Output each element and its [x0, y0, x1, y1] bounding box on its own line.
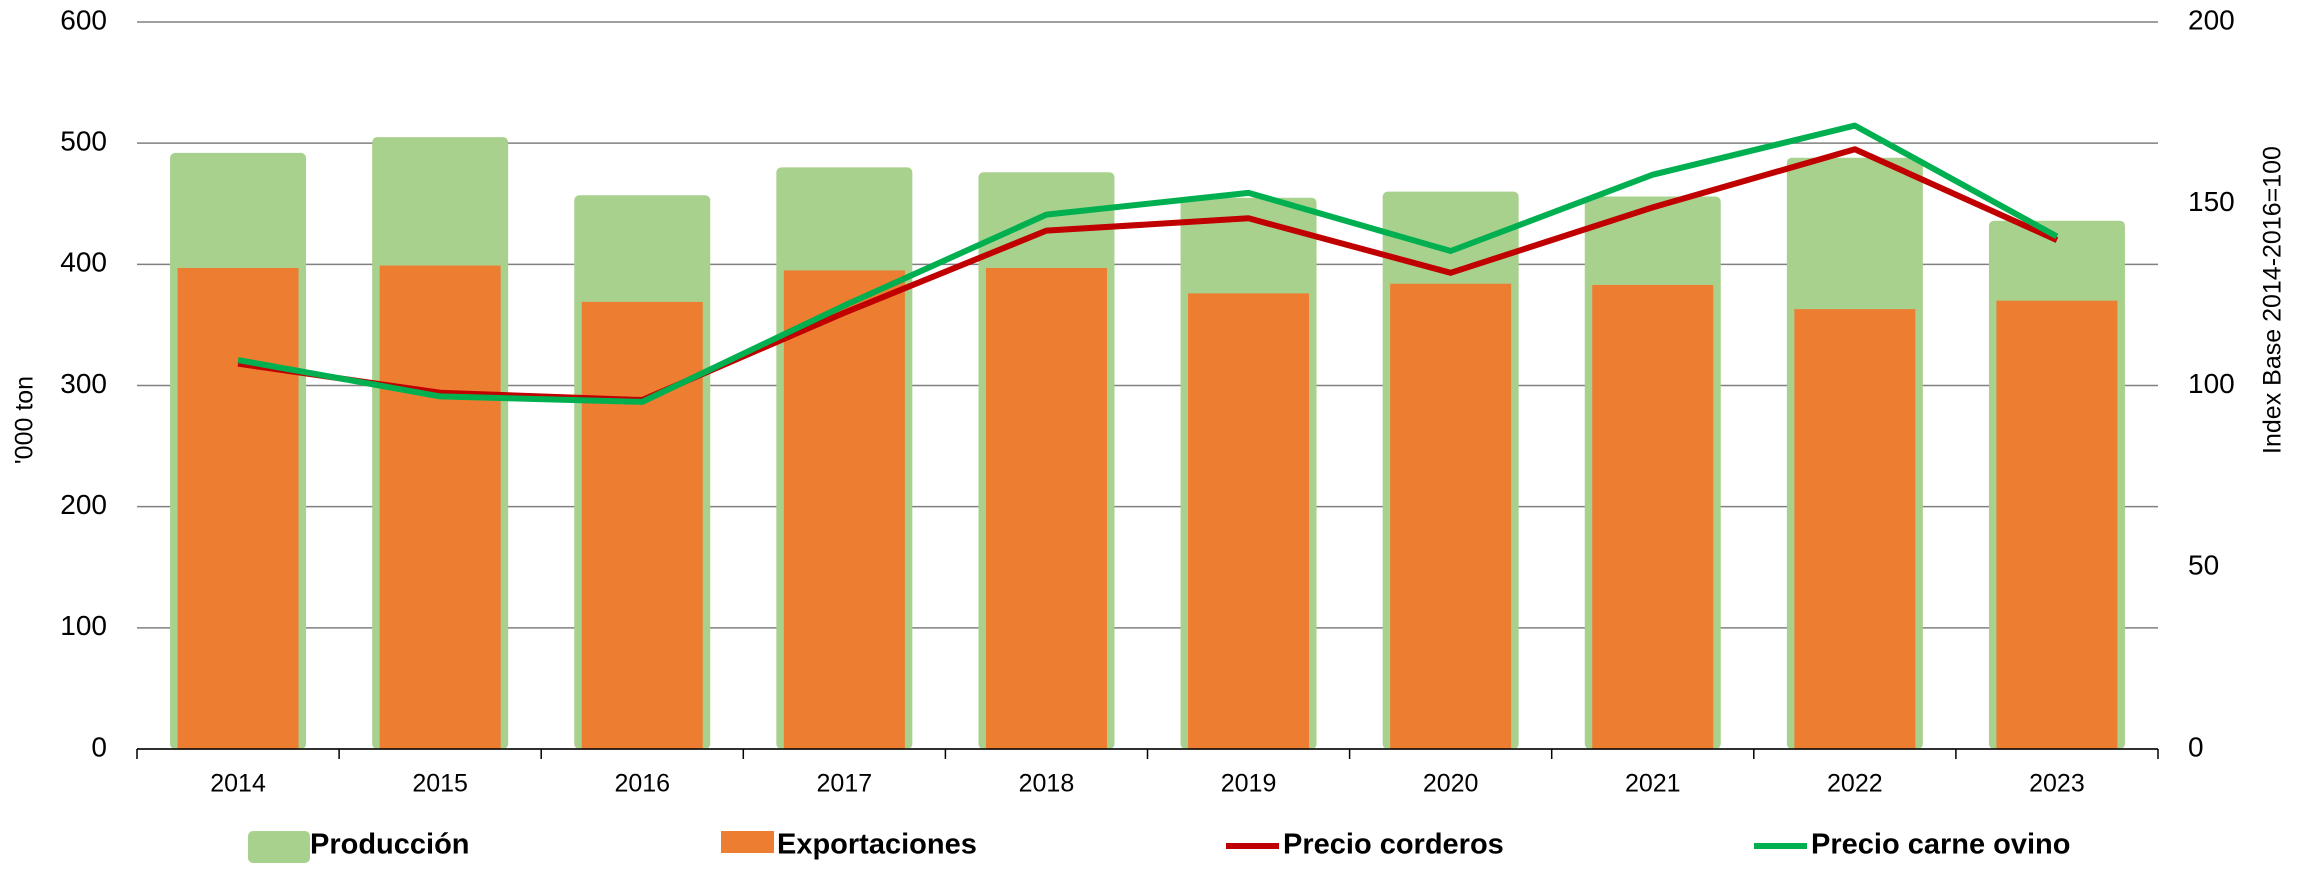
x-tick-label: 2020	[1423, 770, 1479, 798]
y-tick-label: 600	[60, 4, 107, 35]
y2-axis-label: Index Base 2014-2016=100	[2259, 146, 2287, 454]
y-tick-label: 400	[60, 247, 107, 278]
x-tick-label: 2014	[210, 770, 266, 798]
legend-label: Producción	[310, 829, 470, 861]
y-tick-label: 0	[91, 731, 107, 762]
y-axis-label: '000 ton	[11, 376, 39, 464]
y-tick-label: 100	[60, 610, 107, 641]
legend-label: Precio carne ovino	[1811, 829, 2071, 861]
bar	[581, 301, 703, 749]
x-tick-label: 2019	[1221, 770, 1277, 798]
y-tick-label: 500	[60, 126, 107, 157]
bar	[1390, 283, 1512, 749]
y-tick-label: 300	[60, 368, 107, 399]
y2-tick-label: 100	[2188, 368, 2235, 399]
bar	[985, 267, 1107, 749]
bar	[379, 265, 501, 749]
legend-label: Precio corderos	[1283, 829, 1504, 861]
bar	[783, 270, 905, 749]
line-series	[237, 122, 2059, 405]
x-tick-label: 2018	[1019, 770, 1075, 798]
x-tick-label: 2023	[2029, 770, 2085, 798]
bar	[1996, 300, 2118, 749]
legend-label: Exportaciones	[777, 829, 977, 861]
y2-tick-label: 0	[2188, 731, 2204, 762]
x-tick-label: 2021	[1625, 770, 1681, 798]
bar	[1794, 309, 1916, 749]
x-tick-label: 2016	[614, 770, 670, 798]
legend-swatch	[248, 831, 310, 863]
line-series	[237, 146, 2059, 404]
x-tick-label: 2022	[1827, 770, 1883, 798]
y2-tick-label: 50	[2188, 550, 2219, 581]
y2-tick-label: 150	[2188, 186, 2235, 217]
bar	[177, 267, 299, 749]
y-tick-label: 200	[60, 489, 107, 520]
x-tick-label: 2015	[412, 770, 468, 798]
x-tick-label: 2017	[817, 770, 873, 798]
bar	[1592, 284, 1714, 749]
bar	[1188, 293, 1310, 749]
legend-swatch	[721, 831, 774, 853]
y2-tick-label: 200	[2188, 4, 2235, 35]
